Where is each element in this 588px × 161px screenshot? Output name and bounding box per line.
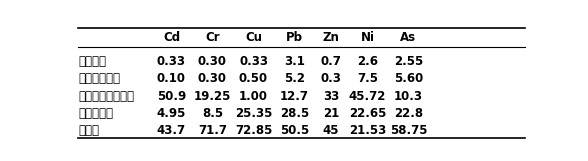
Text: 0.33: 0.33 [239,55,268,68]
Text: 4.95: 4.95 [157,107,186,120]
Text: 19.25: 19.25 [194,90,231,103]
Text: 22.8: 22.8 [394,107,423,120]
Text: 7.5: 7.5 [357,72,378,85]
Text: 25.35: 25.35 [235,107,272,120]
Text: 1.00: 1.00 [239,90,268,103]
Text: 50.9: 50.9 [157,90,186,103]
Text: 0.33: 0.33 [157,55,186,68]
Text: 0.7: 0.7 [320,55,342,68]
Text: 45: 45 [323,124,339,137]
Text: 碳酸盐结合态: 碳酸盐结合态 [78,72,120,85]
Text: 21: 21 [323,107,339,120]
Text: 33: 33 [323,90,339,103]
Text: 72.85: 72.85 [235,124,272,137]
Text: 28.5: 28.5 [280,107,309,120]
Text: 58.75: 58.75 [390,124,427,137]
Text: 2.6: 2.6 [357,55,378,68]
Text: 可交换态: 可交换态 [78,55,106,68]
Text: 0.10: 0.10 [157,72,186,85]
Text: Cr: Cr [205,31,220,44]
Text: 0.3: 0.3 [320,72,342,85]
Text: 12.7: 12.7 [280,90,309,103]
Text: 71.7: 71.7 [198,124,227,137]
Text: 0.30: 0.30 [198,55,227,68]
Text: 45.72: 45.72 [349,90,386,103]
Text: 3.1: 3.1 [284,55,305,68]
Text: 5.60: 5.60 [394,72,423,85]
Text: As: As [400,31,416,44]
Text: 0.30: 0.30 [198,72,227,85]
Text: Pb: Pb [286,31,303,44]
Text: 43.7: 43.7 [157,124,186,137]
Text: 0.50: 0.50 [239,72,268,85]
Text: Cd: Cd [163,31,180,44]
Text: 8.5: 8.5 [202,107,223,120]
Text: 50.5: 50.5 [280,124,309,137]
Text: 有机结合态: 有机结合态 [78,107,113,120]
Text: Zn: Zn [323,31,339,44]
Text: 10.3: 10.3 [394,90,423,103]
Text: Ni: Ni [360,31,375,44]
Text: 21.53: 21.53 [349,124,386,137]
Text: 残渣态: 残渣态 [78,124,99,137]
Text: Cu: Cu [245,31,262,44]
Text: 铁锰氧化物结合态: 铁锰氧化物结合态 [78,90,134,103]
Text: 5.2: 5.2 [284,72,305,85]
Text: 22.65: 22.65 [349,107,386,120]
Text: 2.55: 2.55 [394,55,423,68]
